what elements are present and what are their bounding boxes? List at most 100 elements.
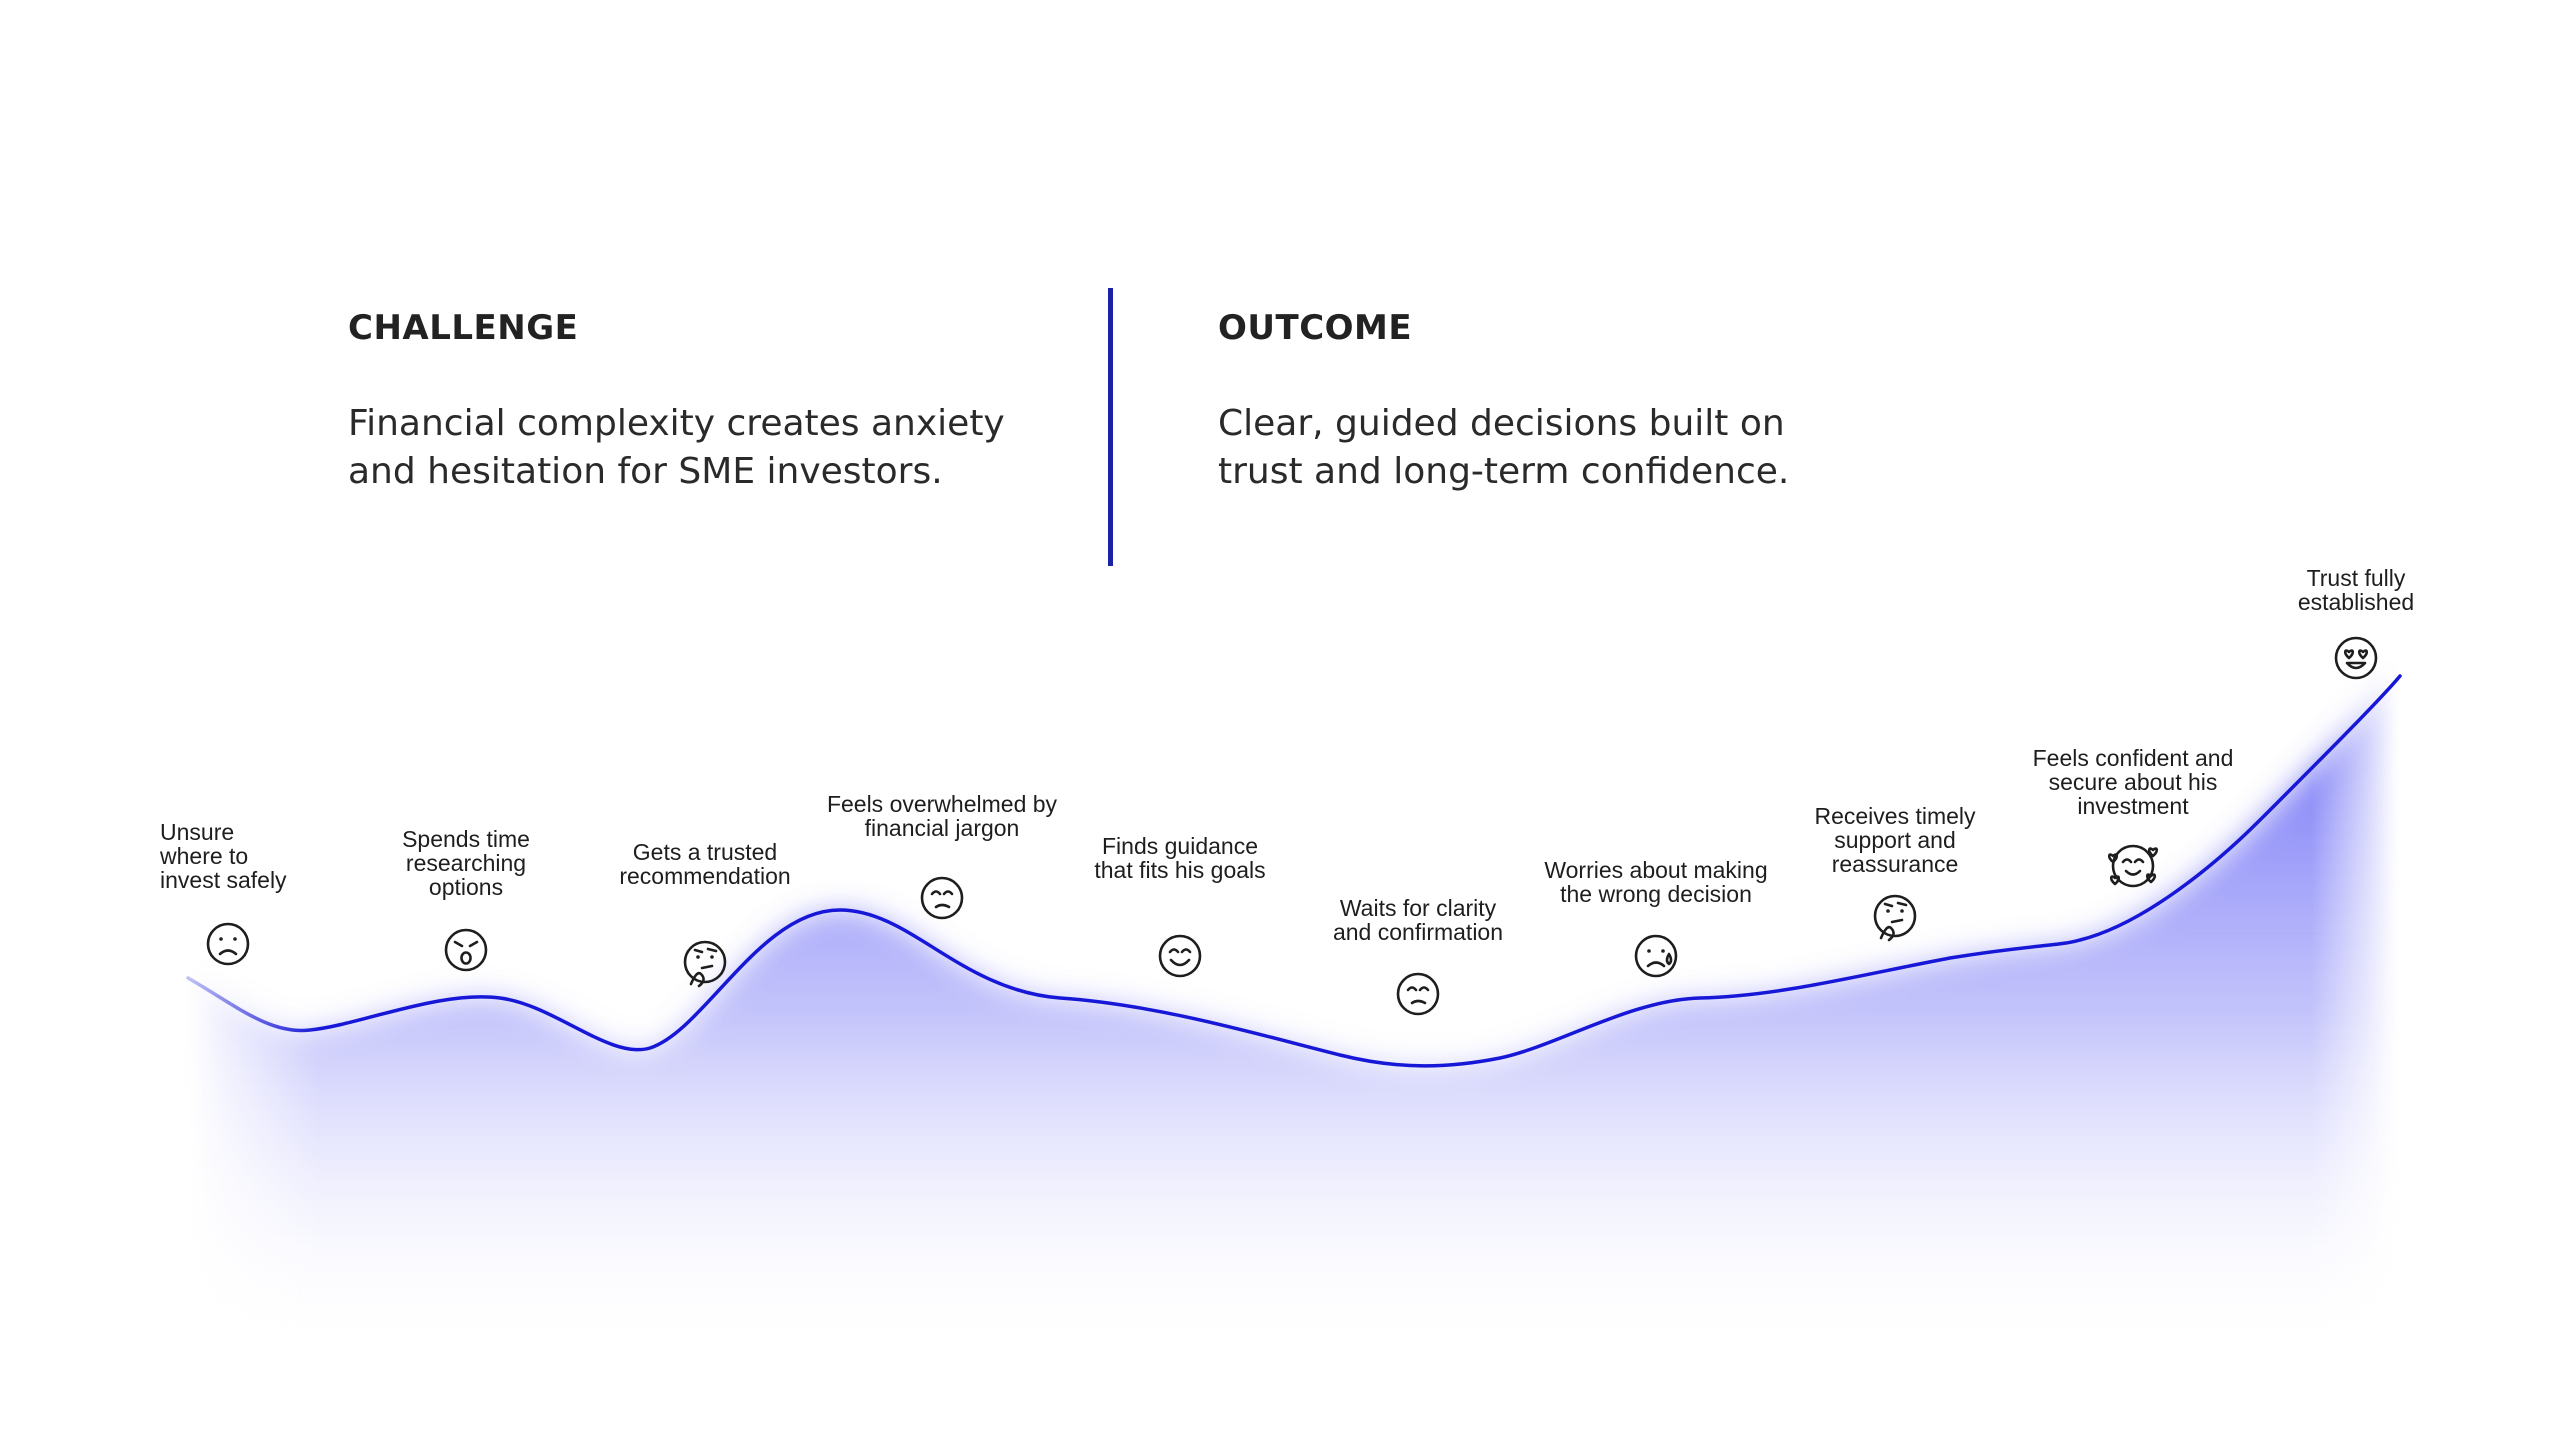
journey-step: Feels overwhelmed by financial jargon xyxy=(827,791,1058,920)
step-label-line: Feels confident and xyxy=(2033,745,2234,771)
journey-curve xyxy=(186,674,2402,1068)
step-label-line: invest safely xyxy=(160,867,287,893)
step-label-line: Gets a trusted xyxy=(633,839,777,865)
step-label-line: Finds guidance xyxy=(1102,833,1258,859)
journey-area-fill xyxy=(188,676,2400,1360)
challenge-line-1: Financial complexity creates anxiety xyxy=(348,403,1005,444)
journey-step: Feels confident and secure about his inves… xyxy=(2033,745,2234,888)
face-eye xyxy=(219,937,223,941)
face-feature xyxy=(930,890,954,896)
step-label: Waits for clarity and confirmation xyxy=(1333,895,1503,945)
step-label-line: that fits his goals xyxy=(1094,857,1265,883)
smiling-face-icon xyxy=(1158,934,1202,978)
face-feature xyxy=(2109,875,2121,886)
face-feature xyxy=(2357,649,2369,660)
face-outline xyxy=(1396,972,1440,1016)
face-feature xyxy=(693,947,718,954)
smiling-face-with-hearts-icon xyxy=(2107,844,2159,888)
journey-step: Receives timely support and reassurance xyxy=(1814,803,1976,942)
face-feature xyxy=(1410,999,1427,1005)
face-eye xyxy=(233,937,237,941)
face-feature xyxy=(1879,925,1895,942)
step-label-line: secure about his xyxy=(2049,769,2218,795)
face-outline xyxy=(2334,636,2378,680)
worried-face-icon xyxy=(1634,934,1678,978)
journey-step: Spends time researching options xyxy=(402,826,530,972)
face-feature xyxy=(218,949,238,956)
step-label: Finds guidance that fits his goals xyxy=(1094,833,1265,883)
face-outline xyxy=(206,922,250,966)
step-label: Spends time researching options xyxy=(402,826,530,900)
step-label-line: reassurance xyxy=(1832,851,1959,877)
step-label: Trust fully established xyxy=(2298,565,2414,615)
surprised-face-icon xyxy=(444,928,488,972)
step-label: Receives timely support and reassurance xyxy=(1814,803,1976,877)
step-label-line: where to xyxy=(159,843,248,869)
step-label-line: Waits for clarity xyxy=(1340,895,1497,921)
face-feature xyxy=(1406,986,1430,992)
face-feature xyxy=(934,903,951,909)
face-eye xyxy=(696,955,700,959)
journey-step: Gets a trusted recommendation xyxy=(619,839,791,988)
step-label-line: Receives timely xyxy=(1814,803,1976,829)
section-divider xyxy=(1108,288,1113,566)
face-feature xyxy=(1890,918,1904,924)
face-feature xyxy=(1646,961,1666,968)
journey-step: Worries about making the wrong decision xyxy=(1544,857,1768,978)
step-label-line: Trust fully xyxy=(2307,565,2406,591)
face-feature xyxy=(2145,873,2157,884)
face-outline xyxy=(1158,934,1202,978)
journey-step: Trust fully established xyxy=(2298,565,2414,680)
face-outline xyxy=(444,928,488,972)
step-label-line: researching xyxy=(406,850,526,876)
face-eye xyxy=(1886,909,1890,913)
face-outline xyxy=(920,876,964,920)
step-label: Worries about making the wrong decision xyxy=(1544,857,1767,907)
face-outline xyxy=(2111,844,2155,888)
face-eye xyxy=(1661,949,1665,953)
challenge-heading: CHALLENGE xyxy=(348,308,579,348)
face-feature xyxy=(2343,649,2355,660)
step-label: Feels overwhelmed by financial jargon xyxy=(827,791,1058,841)
confused-face-icon xyxy=(1396,972,1440,1016)
step-label-line: Worries about making xyxy=(1544,857,1767,883)
journey-step: Waits for clarity and confirmation xyxy=(1333,895,1503,1016)
step-label-line: established xyxy=(2298,589,2414,615)
step-label: Feels confident and secure about his inves… xyxy=(2033,745,2234,819)
outcome-heading: OUTCOME xyxy=(1218,308,1413,348)
confused-face-icon xyxy=(920,876,964,920)
face-outline xyxy=(1873,894,1917,938)
outcome-description: Clear, guided decisions built on trust an… xyxy=(1218,400,1978,496)
step-label-line: options xyxy=(429,874,503,900)
face-mouth xyxy=(460,951,472,965)
step-label-line: investment xyxy=(2077,793,2189,819)
face-feature xyxy=(2124,869,2142,876)
face-outline xyxy=(1634,934,1678,978)
face-feature xyxy=(2107,853,2119,864)
thinking-face-icon xyxy=(1873,894,1917,942)
journey-step: Finds guidance that fits his goals xyxy=(1094,833,1266,978)
step-label-line: Feels overwhelmed by xyxy=(827,791,1058,817)
face-outline xyxy=(683,940,727,984)
step-label: Gets a trusted recommendation xyxy=(619,839,790,889)
step-label-line: Unsure xyxy=(160,819,234,845)
face-feature xyxy=(1883,901,1908,908)
journey-step: Unsure where to invest safely xyxy=(159,819,287,966)
thinking-face-icon xyxy=(683,940,727,988)
heart-eyes-face-icon xyxy=(2334,636,2378,680)
step-label-line: recommendation xyxy=(619,863,790,889)
face-feature xyxy=(2121,858,2145,864)
outcome-line-1: Clear, guided decisions built on xyxy=(1218,403,1785,444)
face-feature xyxy=(2147,847,2159,858)
challenge-description: Financial complexity creates anxiety and … xyxy=(348,400,1108,496)
face-feature xyxy=(689,971,705,988)
outcome-line-2: trust and long-term confidence. xyxy=(1218,451,1790,492)
challenge-line-2: and hesitation for SME investors. xyxy=(348,451,943,492)
step-label-line: the wrong decision xyxy=(1560,881,1752,907)
face-eye xyxy=(1647,949,1651,953)
face-eye xyxy=(1900,909,1904,913)
face-feature xyxy=(1665,952,1673,966)
face-feature xyxy=(700,964,714,970)
step-label-line: support and xyxy=(1834,827,1955,853)
